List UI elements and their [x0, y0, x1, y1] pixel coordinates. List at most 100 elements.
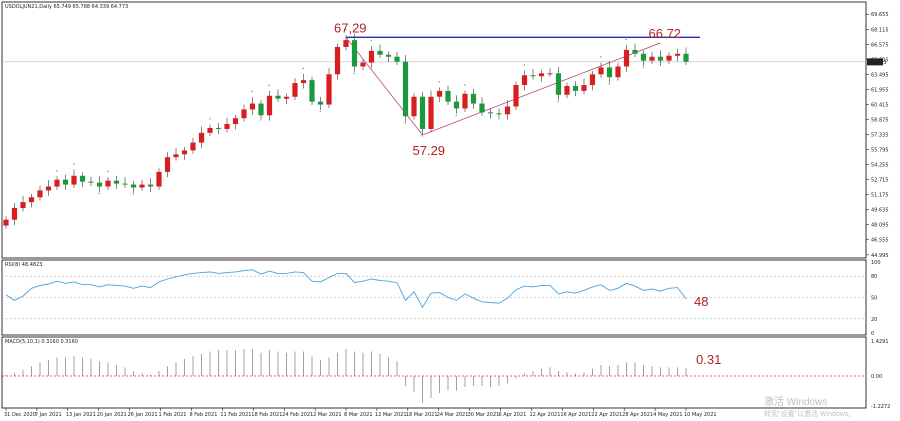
candle-body — [385, 54, 392, 57]
macd-tick-label: -1.2272 — [871, 404, 890, 410]
candle-body — [589, 74, 596, 86]
candle-body — [615, 66, 621, 78]
price-tick-label: 54.255 — [871, 163, 889, 169]
fractal-up-marker: ˄ — [56, 169, 59, 176]
candle-body — [487, 112, 494, 114]
current-price-label: 64.773 — [869, 60, 887, 66]
time-tick-label: 31 Dec 2020 — [4, 412, 36, 418]
fractal-up-marker: ˄ — [464, 83, 467, 90]
candle-body — [258, 103, 264, 116]
price-tick-label: 44.995 — [871, 253, 889, 259]
recovery-line — [422, 42, 661, 136]
candle-body — [462, 93, 468, 109]
candle-body — [105, 180, 111, 187]
candle-body — [275, 95, 281, 99]
candle-body — [640, 53, 647, 61]
candle-body — [555, 73, 562, 95]
candle-body — [139, 184, 145, 188]
price-tick-label: 63.495 — [871, 72, 889, 78]
candle-body — [547, 73, 553, 75]
time-tick-label: 6 Apr 2021 — [499, 412, 527, 418]
price-tick-label: 57.335 — [871, 132, 889, 138]
price-annotation-lines — [2, 36, 866, 136]
current-price-tag: 64.773 — [867, 58, 887, 66]
rsi-tick-label: 50 — [871, 296, 877, 302]
candle-body — [402, 61, 409, 117]
candle-body — [241, 109, 247, 119]
time-tick-label: 12 Mar 2021 — [375, 412, 407, 418]
time-tick-label: 18 Mar 2021 — [406, 412, 438, 418]
candle-body — [198, 132, 205, 143]
rsi-tick-label: 100 — [871, 260, 881, 266]
candle-body — [623, 49, 630, 67]
time-tick-label: 28 Apr 2021 — [622, 412, 653, 418]
panel-frames — [1, 1, 867, 409]
fractal-down-marker: ˅ — [455, 114, 458, 121]
candle-body — [20, 202, 26, 208]
fractal-down-marker: ˅ — [421, 134, 424, 141]
candle-body — [360, 62, 366, 67]
price-tick-label: 48.095 — [871, 223, 889, 229]
watermark-line-1: 激活 Windows — [764, 395, 827, 408]
candle-body — [606, 67, 613, 78]
fractal-up-marker: ˄ — [370, 39, 373, 46]
candle-body — [113, 180, 120, 184]
candle-body — [71, 175, 77, 185]
candle-body — [45, 186, 52, 191]
time-tick-label: 18 Feb 2021 — [251, 412, 282, 418]
fractal-up-marker: ˄ — [107, 170, 110, 177]
time-tick-label: 11 Feb 2021 — [220, 412, 251, 418]
fractal-up-marker: ˄ — [73, 162, 76, 169]
rsi-y-axis: 100 80 50 20 0 — [2, 260, 881, 337]
fractal-up-marker: ˄ — [523, 63, 526, 70]
high-1-label: 67,29 — [334, 20, 367, 35]
price-tick-label: 66.575 — [871, 42, 889, 48]
fractal-markers: ˄ ˄ ˅ ˄ ˅ ˄ ˄ ˅ ˄ ˄ ˅ ˄ ˅ ˄ ˅ ˅ ˄ ˅ ˄ ˅ ˄ ˅ ˄ ˅ ˄ ˅ — [56, 28, 646, 200]
candle-body — [530, 75, 536, 77]
price-tick-label: 55.795 — [871, 147, 889, 153]
candle-body — [54, 179, 60, 187]
candle-body — [300, 80, 307, 84]
candle-body — [309, 80, 315, 102]
fractal-up-marker: ˄ — [268, 84, 271, 91]
fractal-up-marker: ˄ — [251, 90, 254, 97]
candle-body — [666, 55, 672, 61]
time-tick-label: 4 May 2021 — [653, 412, 682, 418]
price-tick-label: 61.955 — [871, 87, 889, 93]
candle-body — [164, 157, 171, 172]
candle-body — [453, 101, 460, 109]
price-tick-label: 49.635 — [871, 208, 889, 214]
time-tick-label: 26 Jan 2021 — [128, 412, 158, 418]
price-panel-header: USDOLJUN21,Daily 65.749 65.788 64.339 64… — [5, 4, 128, 10]
fractal-down-marker: ˅ — [319, 110, 322, 117]
macd-panel-header: MACD(5,10,1) 0.3160 0.3160 — [5, 339, 78, 345]
fractal-down-marker: ˅ — [260, 119, 263, 126]
candle-body — [479, 103, 485, 113]
candle-body — [377, 50, 383, 55]
fractal-down-marker: ˅ — [608, 83, 611, 90]
candle-body — [96, 182, 103, 187]
macd-tick-label: 0.00 — [871, 374, 882, 380]
low-label: 57.29 — [413, 143, 446, 158]
candle-body — [351, 40, 358, 67]
candle-body — [232, 118, 239, 125]
fractal-up-marker: ˄ — [625, 38, 628, 45]
time-tick-label: 2 Mar 2021 — [313, 412, 342, 418]
candle-body — [283, 96, 290, 99]
high-2-label: 66.72 — [649, 26, 682, 41]
time-tick-label: 13 Jan 2021 — [66, 412, 96, 418]
candle-body — [156, 171, 162, 187]
time-tick-label: 12 Apr 2021 — [529, 412, 560, 418]
price-tick-label: 52.715 — [871, 178, 889, 184]
time-tick-label: 8 Mar 2021 — [344, 412, 373, 418]
candle-body — [190, 142, 196, 151]
price-y-axis: 69.65568.11566.57565.03563.49561.95560.4… — [866, 12, 889, 259]
candle-body — [428, 96, 434, 129]
candle-body — [513, 85, 519, 107]
time-tick-label: 16 Apr 2021 — [560, 412, 591, 418]
fractal-up-marker: ˄ — [302, 67, 305, 74]
candle-body — [649, 56, 655, 61]
candle-body — [368, 50, 375, 63]
